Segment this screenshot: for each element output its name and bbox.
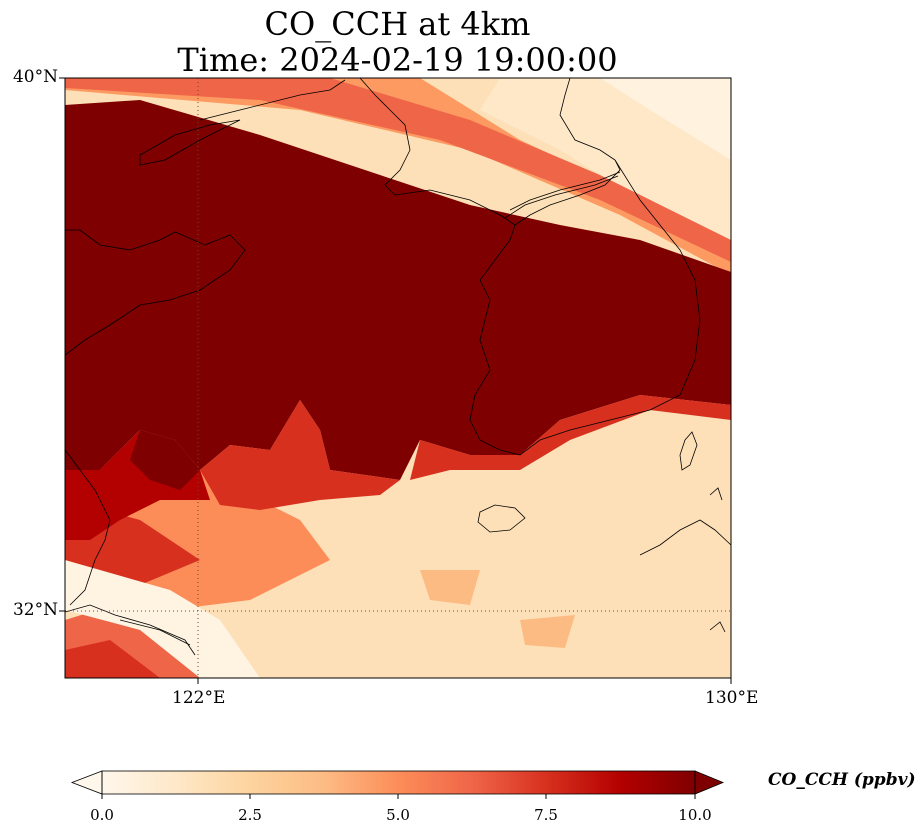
co-plume-core (65, 100, 731, 480)
colorbar-extend-max (694, 770, 725, 795)
lon-label-122: 122°E (172, 688, 226, 708)
coastlines (65, 78, 731, 656)
colorbar-tick-2-5: 2.5 (238, 806, 262, 824)
lat-label-40: 40°N (12, 67, 58, 87)
map-plot-area (65, 78, 731, 678)
colorbar-tick-0: 0.0 (90, 806, 114, 824)
colorbar-tick-7-5: 7.5 (534, 806, 558, 824)
map-subtitle-time: Time: 2024-02-19 19:00:00 (177, 41, 618, 79)
colorbar-extend-min (70, 770, 103, 795)
lat-label-32: 32°N (12, 600, 58, 620)
map-title: CO_CCH at 4km (264, 5, 531, 43)
lon-label-130: 130°E (705, 688, 759, 708)
colorbar-tick-5: 5.0 (386, 806, 410, 824)
colorbar (70, 770, 725, 799)
colorbar-label: CO_CCH (ppbv) (768, 770, 916, 790)
map-frame (64, 77, 732, 679)
colorbar-tick-10: 10.0 (678, 806, 712, 824)
